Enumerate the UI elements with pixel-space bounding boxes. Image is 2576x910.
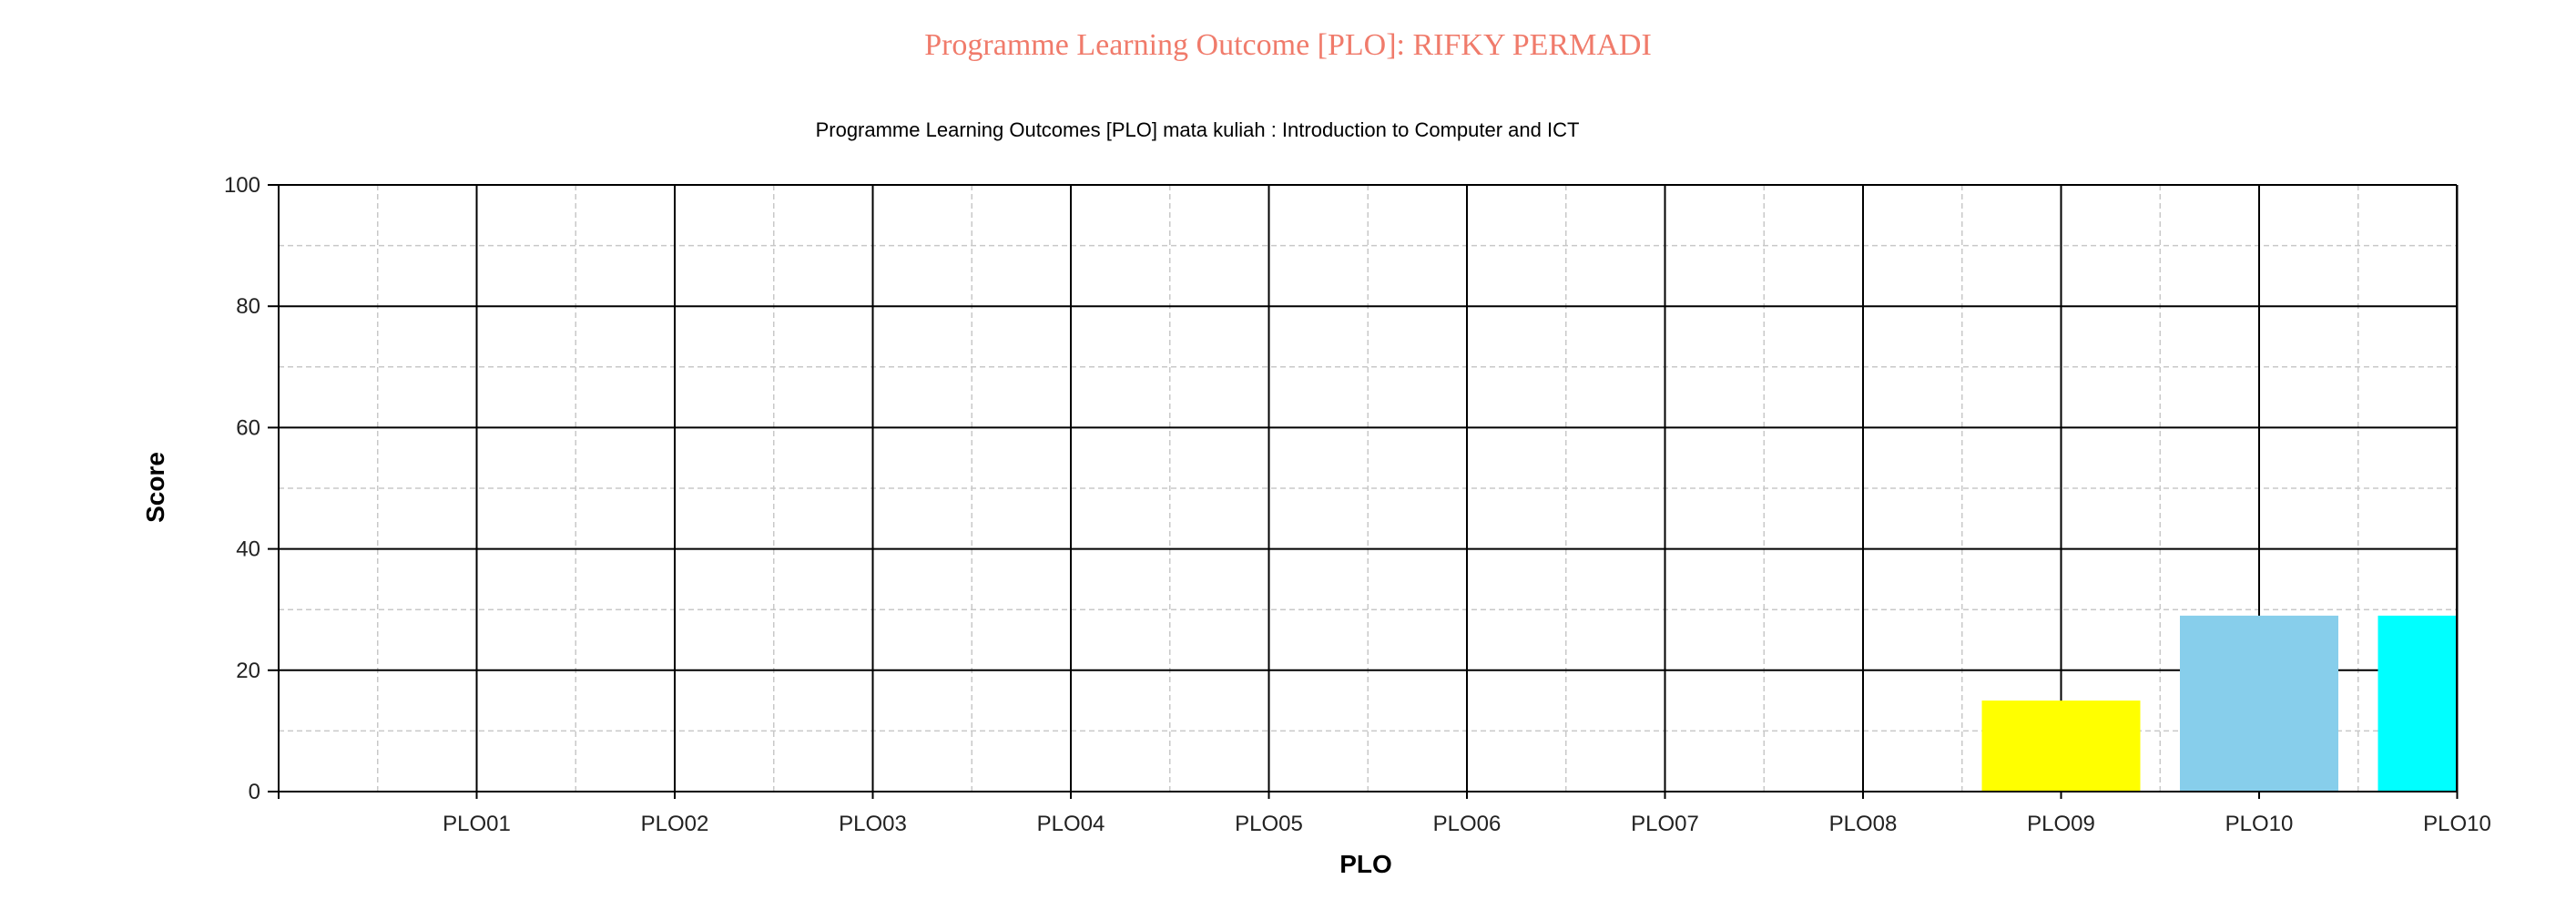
- y-tick-label: 0: [249, 780, 260, 804]
- y-tick-label: 80: [236, 294, 260, 319]
- y-tick-label: 60: [236, 415, 260, 440]
- x-tick-label: PLO09: [2027, 812, 2095, 836]
- y-tick-label: 100: [224, 173, 260, 198]
- x-tick-label: PLO06: [1433, 812, 1502, 836]
- bar: [2180, 615, 2338, 792]
- x-tick-label: PLO10: [2225, 812, 2294, 836]
- x-tick-label: PLO07: [1631, 812, 1699, 836]
- y-tick-label: 20: [236, 659, 260, 683]
- x-tick-label: PLO05: [1235, 812, 1303, 836]
- y-tick-label: 40: [236, 537, 260, 562]
- x-tick-label: PLO10: [2423, 812, 2491, 836]
- y-axis-title: Score: [141, 452, 169, 523]
- chart-title: Programme Learning Outcomes [PLO] mata k…: [816, 118, 1580, 141]
- x-tick-label: PLO08: [1829, 812, 1898, 836]
- axes: [268, 184, 2459, 799]
- x-tick-label: PLO01: [443, 812, 511, 836]
- x-tick-label: PLO04: [1037, 812, 1105, 836]
- x-tick-label: PLO03: [839, 812, 907, 836]
- grid: [279, 184, 2459, 792]
- bars: [1981, 615, 2457, 792]
- x-axis-title: PLO: [1339, 850, 1392, 878]
- page-title: Programme Learning Outcome [PLO]: RIFKY …: [924, 28, 1652, 62]
- bar: [1981, 700, 2141, 792]
- x-tick-label: PLO02: [641, 812, 709, 836]
- tick-labels: 0 20 40 60 80 100 PLO01 PLO02 PLO03 PLO04 PLO05 PLO…: [224, 173, 2491, 836]
- bar: [2377, 615, 2457, 792]
